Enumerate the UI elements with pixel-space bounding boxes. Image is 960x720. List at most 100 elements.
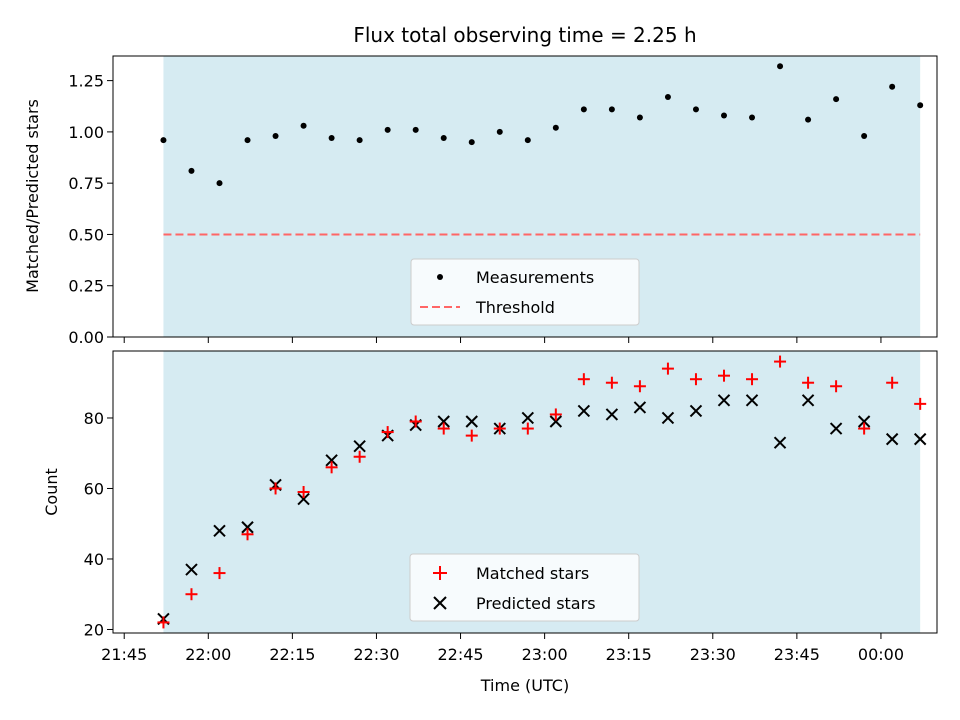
predicted-star-point — [353, 439, 366, 453]
y-tick-label: 1.00 — [68, 123, 104, 142]
x-tick-label: 00:00 — [858, 645, 904, 664]
measurement-point — [833, 96, 840, 103]
x-tick-label: 23:45 — [774, 645, 820, 664]
y-tick-label: 1.25 — [68, 72, 104, 91]
y-tick-label: 40 — [84, 550, 104, 569]
ratio-panel: 0.00 0.25 0.50 0.75 1.00 1.25 Matched/Predict… — [23, 55, 938, 347]
legend-matched-label: Matched stars — [476, 564, 589, 583]
legend-measurements-marker — [437, 274, 443, 280]
predicted-star-point — [297, 492, 310, 506]
measurement-point — [216, 180, 223, 187]
matched-star-point — [549, 408, 562, 421]
measurement-point — [636, 114, 643, 121]
predicted-star-point — [465, 415, 478, 428]
x-tick-label: 23:30 — [690, 645, 736, 664]
matched-star-point — [802, 376, 815, 389]
predicted-star-point — [717, 394, 731, 407]
y-tick-label: 80 — [84, 409, 104, 428]
measurement-point — [188, 167, 195, 174]
predicted-star-point — [325, 454, 338, 467]
matched-star-point — [381, 426, 394, 439]
predicted-star-point — [185, 563, 198, 576]
ratio-y-axis-label: Matched/Predicted stars — [23, 99, 42, 293]
ratio-plot-frame — [112, 55, 938, 338]
x-tick-label: 22:30 — [353, 645, 399, 664]
predicted-star-point — [773, 436, 787, 449]
count-legend: Matched stars Predicted stars — [409, 553, 640, 622]
legend-predicted-label: Predicted stars — [476, 594, 596, 613]
matched-star-point — [465, 429, 478, 442]
matched-star-point — [914, 397, 927, 410]
measurement-point — [777, 63, 784, 70]
x-tick-label: 22:15 — [269, 645, 315, 664]
matched-star-point — [521, 422, 534, 435]
matched-star-point — [746, 373, 759, 386]
measurement-point — [552, 124, 559, 131]
matched-points — [157, 355, 927, 629]
measurement-point — [160, 137, 167, 144]
measurement-point — [440, 135, 447, 142]
matched-star-point — [185, 588, 198, 601]
measurement-point — [608, 106, 615, 113]
matched-star-point — [886, 376, 899, 389]
matched-star-point — [269, 482, 282, 495]
matched-star-point — [689, 373, 702, 386]
matched-star-point — [241, 528, 254, 541]
y-tick-label: 0.25 — [68, 277, 104, 296]
matched-star-point — [157, 616, 170, 629]
measurement-points — [160, 63, 924, 187]
measurement-point — [720, 112, 727, 119]
measurement-point — [468, 139, 475, 146]
x-tick-label: 21:45 — [101, 645, 147, 664]
predicted-star-point — [857, 415, 871, 428]
matched-star-point — [325, 461, 338, 474]
matched-star-point — [633, 380, 646, 393]
count-y-ticks: 20 40 60 80 — [84, 409, 113, 639]
legend-threshold-label: Threshold — [475, 298, 555, 317]
predicted-star-point — [885, 432, 899, 446]
measurement-point — [692, 106, 699, 113]
predicted-star-point — [745, 394, 759, 407]
predicted-star-point — [633, 401, 647, 414]
ratio-y-ticks: 0.00 0.25 0.50 0.75 1.00 1.25 — [68, 72, 113, 347]
predicted-star-point — [241, 521, 254, 534]
predicted-star-point — [661, 411, 675, 425]
measurement-point — [496, 128, 503, 135]
count-legend-box — [409, 553, 640, 622]
measurement-point — [384, 126, 391, 133]
count-plot-frame — [112, 350, 938, 634]
predicted-star-point — [549, 415, 563, 428]
legend-matched-marker — [433, 566, 447, 580]
x-tick-label: 22:00 — [185, 645, 231, 664]
measurement-point — [889, 83, 896, 90]
predicted-star-point — [213, 524, 226, 537]
matched-star-point — [605, 376, 618, 389]
predicted-star-point — [689, 404, 703, 418]
y-tick-label: 0.00 — [68, 328, 104, 347]
measurement-point — [917, 102, 924, 109]
measurement-point — [805, 116, 812, 123]
measurement-point — [861, 132, 868, 139]
x-tick-label: 23:15 — [606, 645, 652, 664]
predicted-star-point — [913, 432, 927, 446]
matched-star-point — [353, 450, 366, 463]
predicted-star-point — [829, 422, 843, 435]
measurement-point — [272, 132, 279, 139]
measurement-point — [328, 135, 335, 142]
ratio-legend-box — [410, 258, 640, 326]
measurement-point — [664, 94, 671, 101]
measurement-point — [524, 137, 531, 144]
measurement-point — [749, 114, 756, 121]
predicted-star-point — [801, 394, 815, 407]
measurement-point — [580, 106, 587, 113]
ratio-x-ticks — [123, 337, 882, 343]
matched-star-point — [297, 486, 310, 498]
matched-star-point — [493, 422, 506, 435]
predicted-star-point — [521, 411, 535, 425]
measurement-point — [244, 137, 251, 144]
matched-star-point — [213, 567, 226, 580]
legend-predicted-marker — [433, 596, 447, 610]
matched-star-point — [437, 422, 450, 435]
